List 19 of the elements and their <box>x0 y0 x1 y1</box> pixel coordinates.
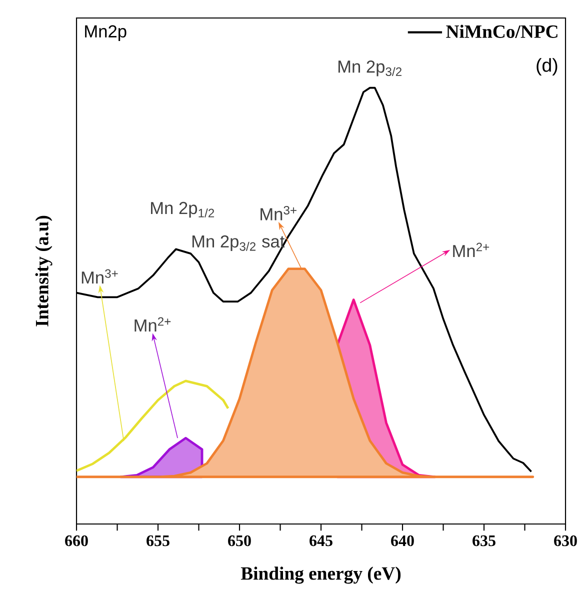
annotation: Mn$^{2+}$ <box>453 242 490 257</box>
x-axis-title: Binding energy (eV) <box>241 566 401 584</box>
x-tick-label: 640 <box>391 535 414 546</box>
x-tick-label: 650 <box>228 535 252 546</box>
annotation: Mn 2p$_{1/2}$ <box>151 202 214 218</box>
x-tick-label: 630 <box>554 535 578 546</box>
x-tick-label: 645 <box>310 535 333 546</box>
annotation: Mn$^{2+}$ <box>134 317 171 332</box>
chart-title: Mn2p <box>85 25 127 41</box>
y-axis-title: Intensity (a.u) <box>35 216 52 326</box>
annotation: Mn$^{3+}$ <box>82 269 118 284</box>
annotation: Mn$^{3+}$ <box>260 206 297 220</box>
annotation: Mn 2p$_{3/2}$ <box>338 60 402 76</box>
x-tick-label: 655 <box>146 535 170 546</box>
annotation: Mn 2p$_{3/2}$ sat <box>192 235 285 252</box>
text: (d) <box>536 58 558 76</box>
x-tick-label: 635 <box>472 535 496 546</box>
legend-label: NiMnCo/NPC <box>446 24 558 38</box>
x-tick-label: 660 <box>65 535 88 546</box>
